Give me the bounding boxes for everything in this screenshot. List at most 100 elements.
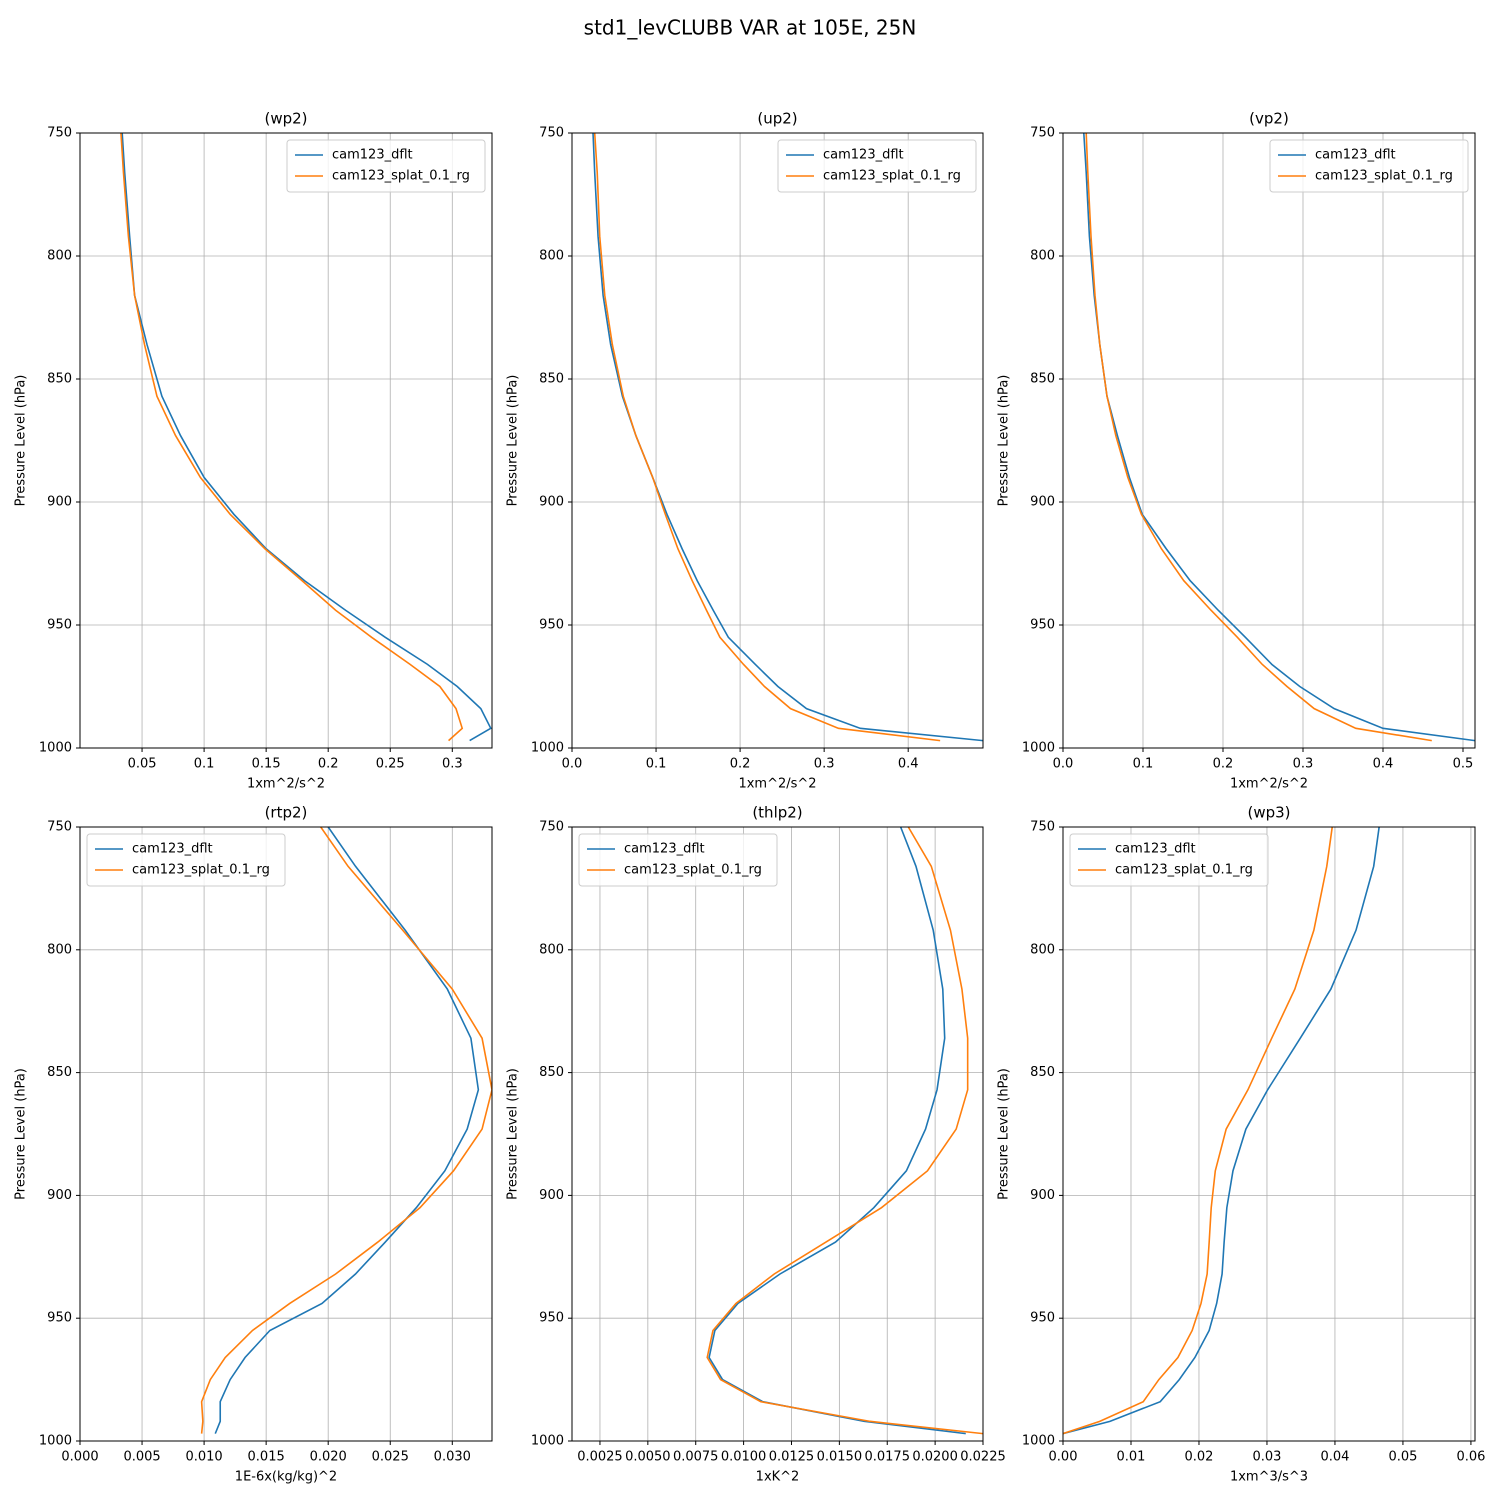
x-axis-label: 1xm^2/s^2: [1230, 777, 1308, 792]
y-axis-label: Pressure Level (hPa): [14, 375, 29, 507]
x-tick-label: 0.0100: [721, 1450, 767, 1465]
y-tick-label: 950: [1030, 618, 1055, 633]
x-tick-label: 0.5: [1453, 757, 1474, 772]
y-tick-label: 800: [539, 942, 564, 957]
y-tick-label: 900: [539, 495, 564, 510]
legend-label: cam123_splat_0.1_rg: [332, 169, 470, 184]
x-tick-label: 0.0075: [673, 1450, 719, 1465]
x-tick-label: 0.015: [248, 1450, 285, 1465]
x-tick-label: 0.00: [1049, 1450, 1078, 1465]
legend-box: [578, 833, 778, 887]
y-tick-label: 750: [47, 820, 72, 835]
subplot-title: (wp3): [1247, 804, 1290, 822]
data-line: [708, 827, 966, 1435]
x-tick-label: 0.03: [1252, 1450, 1281, 1465]
x-axis-label: 1xm^2/s^2: [738, 777, 816, 792]
subplot-title: (thlp2): [752, 804, 802, 822]
subplot-title: (wp2): [264, 110, 307, 128]
y-tick-label: 850: [1030, 372, 1055, 387]
legend-label: cam123_splat_0.1_rg: [823, 169, 961, 184]
legend-label: cam123_dflt: [332, 148, 413, 163]
data-line: [706, 827, 983, 1435]
figure-title: std1_levCLUBB VAR at 105E, 25N: [584, 16, 917, 40]
y-tick-label: 800: [47, 249, 72, 264]
x-tick-label: 0.1: [194, 757, 215, 772]
legend-label: cam123_splat_0.1_rg: [132, 863, 270, 878]
x-tick-label: 0.1: [646, 757, 667, 772]
x-tick-label: 0.005: [123, 1450, 160, 1465]
y-axis-label: Pressure Level (hPa): [14, 1068, 29, 1200]
data-line: [1085, 133, 1432, 742]
subplot-title: (rtp2): [265, 804, 308, 822]
data-line: [120, 133, 464, 742]
y-tick-label: 1000: [1022, 1434, 1055, 1449]
y-tick-label: 950: [47, 618, 72, 633]
y-tick-label: 800: [1030, 249, 1055, 264]
data-line: [121, 133, 492, 742]
y-tick-label: 850: [47, 1065, 72, 1080]
data-line: [593, 133, 941, 742]
axes-frame: [79, 132, 493, 749]
y-tick-label: 750: [1030, 126, 1055, 141]
x-tick-label: 0.4: [898, 757, 919, 772]
x-tick-label: 0.0025: [577, 1450, 623, 1465]
y-axis-label: Pressure Level (hPa): [506, 375, 521, 507]
data-line: [592, 133, 983, 742]
legend-label: cam123_dflt: [1315, 148, 1396, 163]
y-tick-label: 1000: [39, 1434, 72, 1449]
x-tick-label: 0.05: [1388, 1450, 1417, 1465]
x-tick-label: 0.020: [310, 1450, 347, 1465]
x-tick-label: 0.0175: [864, 1450, 910, 1465]
axes-frame: [571, 826, 984, 1442]
legend: cam123_dflt cam123_splat_0.1_rg: [578, 833, 778, 887]
y-tick-label: 1000: [39, 741, 72, 756]
y-tick-label: 800: [47, 942, 72, 957]
legend-box: [1269, 139, 1469, 193]
x-tick-label: 0.25: [376, 757, 405, 772]
x-tick-label: 0.000: [61, 1450, 98, 1465]
x-tick-label: 0.0: [1053, 757, 1074, 772]
axes-frame: [1062, 826, 1476, 1442]
axes-frame: [1062, 132, 1476, 749]
x-tick-label: 0.3: [814, 757, 835, 772]
x-tick-label: 0.025: [372, 1450, 409, 1465]
y-tick-label: 850: [539, 1065, 564, 1080]
y-tick-label: 850: [539, 372, 564, 387]
y-tick-label: 1000: [1022, 741, 1055, 756]
y-tick-label: 750: [47, 126, 72, 141]
x-tick-label: 0.3: [1293, 757, 1314, 772]
x-tick-label: 0.04: [1320, 1450, 1349, 1465]
x-axis-label: 1xm^3/s^3: [1230, 1470, 1308, 1485]
x-tick-label: 0.1: [1133, 757, 1154, 772]
y-tick-label: 750: [539, 820, 564, 835]
y-tick-label: 900: [539, 1188, 564, 1203]
legend: cam123_dflt cam123_splat_0.1_rg: [86, 833, 286, 887]
x-tick-label: 0.010: [185, 1450, 222, 1465]
x-tick-label: 0.4: [1373, 757, 1394, 772]
y-tick-label: 800: [539, 249, 564, 264]
x-tick-label: 0.0: [562, 757, 583, 772]
y-tick-label: 950: [47, 1311, 72, 1326]
legend: cam123_dflt cam123_splat_0.1_rg: [777, 139, 977, 193]
data-line: [214, 827, 480, 1434]
y-tick-label: 900: [47, 1188, 72, 1203]
x-tick-label: 0.05: [128, 757, 157, 772]
y-tick-label: 950: [1030, 1311, 1055, 1326]
legend-label: cam123_dflt: [823, 148, 904, 163]
x-tick-label: 0.01: [1117, 1450, 1146, 1465]
y-tick-label: 750: [1030, 820, 1055, 835]
axes-frame: [571, 132, 984, 749]
legend-box: [86, 833, 286, 887]
y-tick-label: 1000: [531, 1434, 564, 1449]
x-tick-label: 0.02: [1184, 1450, 1213, 1465]
y-tick-label: 750: [539, 126, 564, 141]
x-axis-label: 1E-6x(kg/kg)^2: [235, 1470, 337, 1485]
legend-label: cam123_dflt: [132, 842, 213, 857]
x-tick-label: 0.15: [252, 757, 281, 772]
legend-label: cam123_splat_0.1_rg: [1115, 863, 1253, 878]
subplot-title: (vp2): [1249, 110, 1289, 128]
x-tick-label: 0.0050: [625, 1450, 671, 1465]
legend: cam123_dflt cam123_splat_0.1_rg: [1069, 833, 1269, 887]
x-axis-label: 1xm^2/s^2: [247, 777, 325, 792]
legend-box: [777, 139, 977, 193]
